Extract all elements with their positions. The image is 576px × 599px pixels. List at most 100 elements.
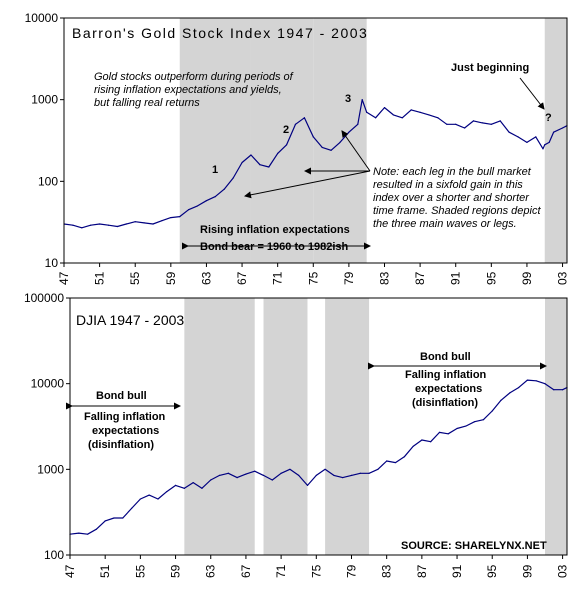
djia-chart-panel: 100 1000 10000 100000 47 51 55 59 63 67 71 75 79 83 8… bbox=[24, 291, 570, 578]
source-credit: SOURCE: SHARELYNX.NET bbox=[401, 540, 547, 552]
data-point bbox=[107, 224, 110, 226]
data-point bbox=[277, 152, 279, 154]
data-point bbox=[321, 146, 323, 149]
data-point bbox=[500, 399, 502, 401]
data-point bbox=[312, 136, 314, 138]
data-point bbox=[361, 99, 363, 101]
data-point bbox=[303, 117, 305, 119]
data-point bbox=[157, 498, 159, 500]
x-tick-label: 91 bbox=[449, 271, 463, 285]
data-point bbox=[474, 421, 476, 423]
data-point bbox=[81, 227, 83, 229]
gold-description-line-2: rising inflation expectations and yields… bbox=[94, 84, 282, 96]
data-point bbox=[271, 479, 273, 481]
data-point bbox=[130, 507, 133, 509]
data-point bbox=[553, 389, 555, 391]
x-tick-label: 63 bbox=[204, 564, 218, 578]
x-tick-label: 47 bbox=[57, 271, 71, 285]
data-point bbox=[465, 425, 467, 427]
data-point bbox=[280, 472, 282, 474]
data-point bbox=[368, 472, 370, 474]
data-point bbox=[306, 484, 309, 486]
djia-y-axis: 100 1000 10000 100000 bbox=[24, 291, 70, 562]
data-point bbox=[339, 141, 341, 143]
data-point bbox=[342, 477, 344, 479]
bond-bear-label: Bond bear = 1960 to 1982ish bbox=[200, 241, 349, 253]
y-tick-label: 1000 bbox=[31, 93, 58, 107]
data-point bbox=[324, 468, 326, 470]
data-point bbox=[201, 487, 203, 489]
data-point bbox=[348, 131, 350, 133]
data-point bbox=[490, 123, 492, 125]
data-point bbox=[262, 474, 265, 476]
x-tick-label: 83 bbox=[380, 564, 394, 578]
data-point bbox=[401, 117, 403, 119]
data-point bbox=[78, 532, 80, 534]
data-point bbox=[245, 473, 247, 475]
x-tick-label: 51 bbox=[98, 564, 112, 578]
data-point bbox=[481, 122, 484, 124]
data-point bbox=[196, 205, 199, 207]
data-point bbox=[72, 224, 74, 226]
data-point bbox=[421, 439, 423, 441]
data-point bbox=[188, 209, 190, 211]
data-point bbox=[562, 389, 564, 391]
data-point bbox=[430, 441, 432, 443]
y-tick-label: 10000 bbox=[31, 377, 65, 391]
x-tick-label: 75 bbox=[309, 564, 323, 578]
data-point bbox=[548, 141, 550, 143]
data-point bbox=[333, 474, 335, 476]
data-point bbox=[232, 177, 234, 179]
falling-right-line-1: Falling inflation bbox=[405, 369, 487, 381]
note-line-5: the three main waves or legs. bbox=[373, 218, 517, 230]
shaded-region-1 bbox=[179, 18, 251, 263]
data-point bbox=[377, 468, 379, 470]
y-tick-label: 10000 bbox=[25, 11, 59, 25]
shaded-region-3 bbox=[325, 298, 370, 555]
data-point bbox=[482, 419, 485, 421]
data-point bbox=[392, 114, 394, 116]
gold-plot-frame bbox=[63, 17, 568, 264]
data-point bbox=[134, 221, 136, 223]
data-point bbox=[330, 149, 332, 151]
y-tick-label: 100 bbox=[44, 548, 64, 562]
wave-label-3: 3 bbox=[345, 93, 351, 105]
x-tick-label: 55 bbox=[133, 564, 147, 578]
data-point bbox=[179, 215, 181, 218]
djia-x-axis: 47 51 55 59 63 67 71 75 79 83 87 91 95 99 03 bbox=[63, 555, 570, 578]
falling-left-line-3: (disinflation) bbox=[88, 439, 154, 451]
data-point bbox=[268, 166, 270, 168]
data-point bbox=[161, 220, 163, 222]
rising-inflation-label: Rising inflation expectations bbox=[200, 224, 350, 236]
data-point bbox=[535, 136, 537, 138]
annotation-just-beginning: Just beginning bbox=[451, 62, 529, 74]
data-point bbox=[86, 533, 89, 535]
data-point bbox=[518, 386, 520, 389]
data-point bbox=[205, 200, 208, 202]
data-point bbox=[428, 114, 430, 116]
note-line-3: index over a shorter and shorter bbox=[373, 192, 530, 204]
x-tick-label: 87 bbox=[413, 271, 427, 285]
data-point bbox=[383, 106, 386, 109]
y-tick-label: 10 bbox=[45, 256, 59, 270]
x-tick-label: 67 bbox=[239, 564, 253, 578]
x-tick-label: 51 bbox=[93, 271, 107, 285]
data-point bbox=[170, 216, 172, 219]
arrow-just-beginning bbox=[519, 77, 545, 110]
x-tick-label: 79 bbox=[342, 271, 356, 285]
data-point bbox=[464, 127, 466, 129]
data-point bbox=[394, 461, 397, 464]
data-point bbox=[250, 154, 252, 156]
shaded-region-4 bbox=[544, 18, 567, 263]
data-point bbox=[214, 196, 216, 198]
data-point bbox=[148, 494, 150, 496]
data-point bbox=[517, 136, 519, 138]
note-arrow-1 bbox=[244, 170, 371, 199]
x-tick-label: 75 bbox=[306, 271, 320, 285]
gold-shaded-regions bbox=[179, 18, 567, 263]
x-tick-label: 03 bbox=[556, 564, 570, 578]
data-point bbox=[403, 456, 405, 458]
note-line-4: time frame. Shaded regions depict bbox=[373, 205, 541, 217]
data-point bbox=[455, 123, 457, 125]
